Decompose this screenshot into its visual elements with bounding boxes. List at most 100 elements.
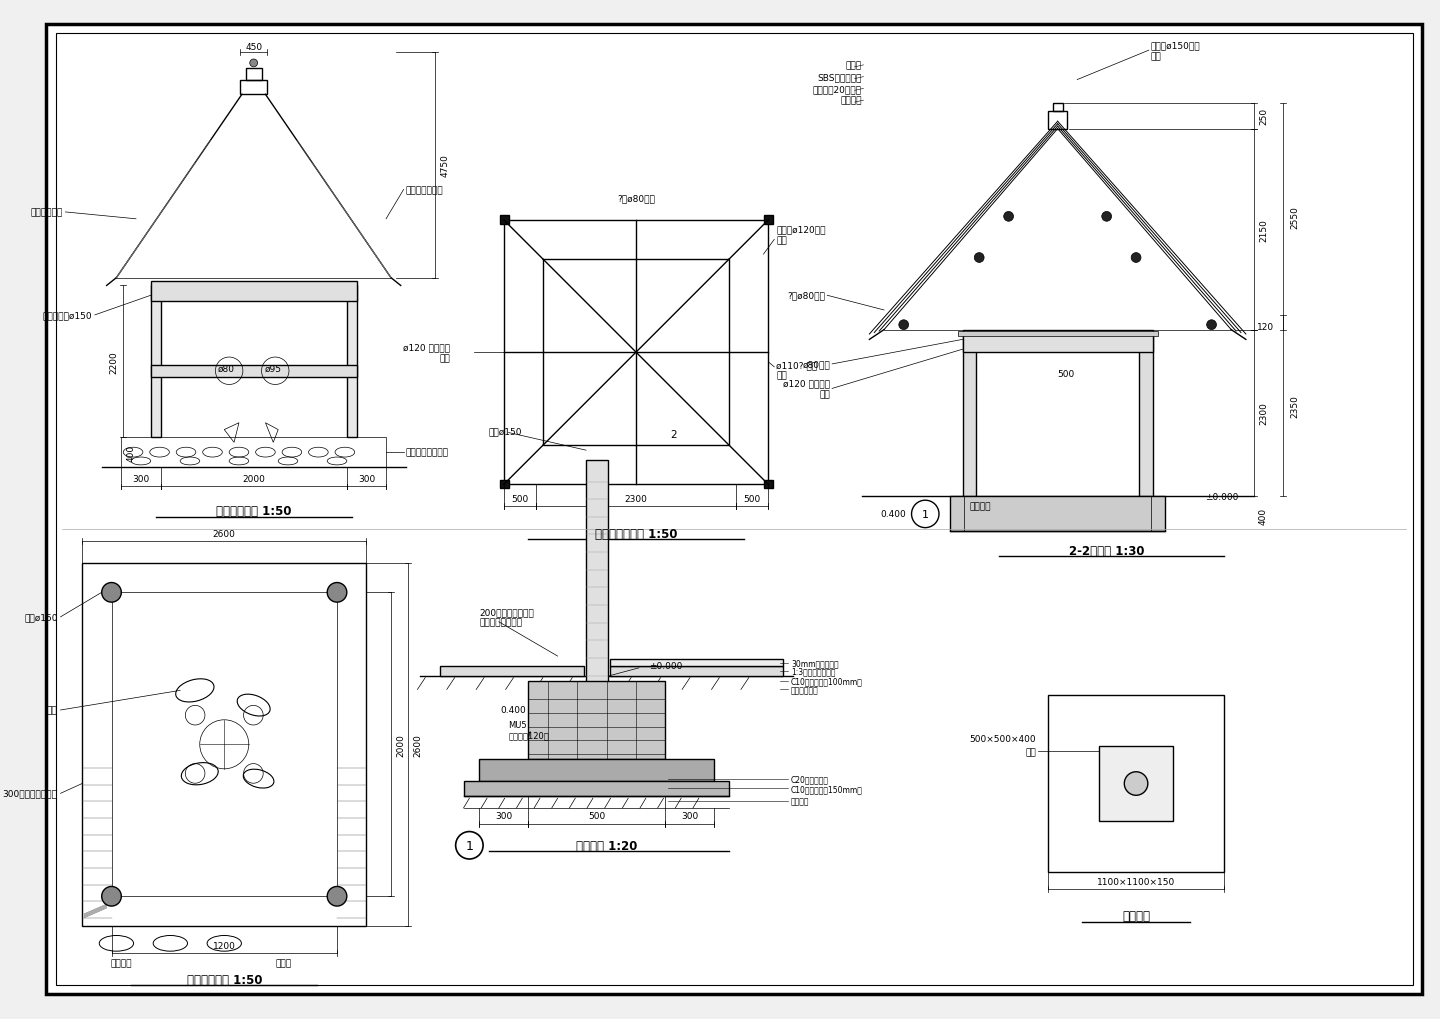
Text: 0.400: 0.400 xyxy=(880,510,906,519)
Bar xyxy=(543,260,729,446)
Circle shape xyxy=(899,320,909,330)
Text: 景石: 景石 xyxy=(48,706,58,714)
Text: 0.400: 0.400 xyxy=(501,706,527,714)
Bar xyxy=(1048,696,1224,872)
Circle shape xyxy=(1132,254,1140,263)
Text: C20混凝土基础: C20混凝土基础 xyxy=(791,774,829,784)
Text: MU5
水泥砂浆120砖: MU5 水泥砂浆120砖 xyxy=(508,720,549,740)
Circle shape xyxy=(327,583,347,602)
Text: ø80原木: ø80原木 xyxy=(802,360,831,369)
Circle shape xyxy=(975,254,984,263)
Text: 基础平面: 基础平面 xyxy=(1122,910,1151,922)
Bar xyxy=(82,564,366,926)
Text: 放大详图 1:20: 放大详图 1:20 xyxy=(576,839,638,852)
Bar xyxy=(240,81,268,95)
Bar xyxy=(586,461,608,686)
Bar xyxy=(347,286,357,438)
Text: 2350: 2350 xyxy=(1290,394,1299,418)
Text: 木柱ø150: 木柱ø150 xyxy=(24,612,58,622)
Bar xyxy=(765,480,773,489)
Text: 休闲亭立面图 1:50: 休闲亭立面图 1:50 xyxy=(216,505,291,518)
Text: 未剥皮树杆ø150: 未剥皮树杆ø150 xyxy=(42,311,92,320)
Bar xyxy=(765,216,773,224)
Text: 500: 500 xyxy=(743,494,760,503)
Circle shape xyxy=(249,60,258,67)
Text: 300宽红砂岩板镶边: 300宽红砂岩板镶边 xyxy=(3,789,58,798)
Text: 120: 120 xyxy=(1257,323,1274,332)
Circle shape xyxy=(102,887,121,906)
Text: 1200: 1200 xyxy=(213,941,236,950)
Text: 侧面四周锈板碎拼: 侧面四周锈板碎拼 xyxy=(406,448,449,458)
Text: ?条ø80原木: ?条ø80原木 xyxy=(618,195,655,204)
Text: 300: 300 xyxy=(681,811,698,820)
Text: 30mm青石板铺面: 30mm青石板铺面 xyxy=(791,658,838,667)
Text: 木柱ø150: 木柱ø150 xyxy=(490,427,523,436)
Text: 2: 2 xyxy=(670,429,677,439)
Text: ø110? 口梁
四根: ø110? 口梁 四根 xyxy=(776,361,818,380)
Bar xyxy=(151,281,357,302)
Text: 250: 250 xyxy=(1259,108,1269,125)
Bar xyxy=(500,480,508,489)
Text: 2300: 2300 xyxy=(625,494,648,503)
Text: 基础详图: 基础详图 xyxy=(969,502,991,512)
Text: 石桌凳: 石桌凳 xyxy=(275,959,291,967)
Text: 茅草亭平面图 1:50: 茅草亭平面图 1:50 xyxy=(187,973,262,986)
Bar xyxy=(958,331,1158,337)
Text: 300: 300 xyxy=(357,475,374,484)
Bar xyxy=(504,220,769,485)
Bar xyxy=(465,781,729,797)
Circle shape xyxy=(1102,212,1112,222)
Text: 2600: 2600 xyxy=(413,733,422,756)
Circle shape xyxy=(1004,212,1014,222)
Bar xyxy=(1099,747,1174,821)
Text: 1:3水泥砂浆结合层: 1:3水泥砂浆结合层 xyxy=(791,666,835,676)
Bar xyxy=(480,759,714,781)
Text: C10混凝土垫层150mm厚: C10混凝土垫层150mm厚 xyxy=(791,785,863,793)
Text: 400: 400 xyxy=(127,444,135,462)
Circle shape xyxy=(912,500,939,528)
Text: 2200: 2200 xyxy=(109,351,118,373)
Bar xyxy=(1053,104,1063,112)
Text: 盖树皮: 盖树皮 xyxy=(845,61,861,70)
Bar xyxy=(950,497,1165,531)
Circle shape xyxy=(1125,772,1148,796)
Bar xyxy=(609,659,783,666)
Text: 2-2剖面图 1:30: 2-2剖面图 1:30 xyxy=(1068,544,1145,557)
Bar xyxy=(500,216,508,224)
Text: 满铺木板20厚基层: 满铺木板20厚基层 xyxy=(812,85,861,94)
Bar xyxy=(111,593,337,897)
Bar xyxy=(1139,335,1153,497)
Text: 500×500×400: 500×500×400 xyxy=(969,735,1035,743)
Bar xyxy=(1048,112,1067,129)
Text: 1100×1100×150: 1100×1100×150 xyxy=(1097,877,1175,887)
Bar xyxy=(151,366,357,377)
Text: 2300: 2300 xyxy=(1259,403,1269,425)
Text: 斜角梁ø120原木
四根: 斜角梁ø120原木 四根 xyxy=(776,225,825,245)
Text: 4750: 4750 xyxy=(441,154,449,177)
Text: 原木骨架: 原木骨架 xyxy=(840,97,861,106)
Text: 2550: 2550 xyxy=(1290,206,1299,228)
Bar xyxy=(246,68,262,81)
Circle shape xyxy=(327,887,347,906)
Text: 450: 450 xyxy=(245,43,262,52)
Circle shape xyxy=(455,832,482,859)
Text: 500: 500 xyxy=(511,494,528,503)
Text: 300: 300 xyxy=(495,811,513,820)
Text: 碎砖素土夯实: 碎砖素土夯实 xyxy=(791,685,819,694)
Text: 2150: 2150 xyxy=(1259,218,1269,242)
Text: 300: 300 xyxy=(132,475,150,484)
Text: 400: 400 xyxy=(1259,507,1269,525)
Text: 1: 1 xyxy=(465,839,474,852)
Text: ±0.000: ±0.000 xyxy=(1205,492,1238,501)
Text: 转角处铺成圆弧: 转角处铺成圆弧 xyxy=(406,185,444,195)
Text: 斜角梁ø150原木
四根: 斜角梁ø150原木 四根 xyxy=(1151,42,1201,61)
Text: ±0.000: ±0.000 xyxy=(649,661,683,671)
Text: ø95: ø95 xyxy=(265,364,282,373)
Text: 亭盖结构平面图 1:50: 亭盖结构平面图 1:50 xyxy=(595,528,677,540)
Bar xyxy=(151,286,160,438)
Bar xyxy=(962,335,976,497)
Bar xyxy=(609,666,783,676)
Circle shape xyxy=(1207,320,1217,330)
Text: 青石踏步: 青石踏步 xyxy=(111,959,132,967)
Text: 素土夯实: 素土夯实 xyxy=(791,797,809,806)
